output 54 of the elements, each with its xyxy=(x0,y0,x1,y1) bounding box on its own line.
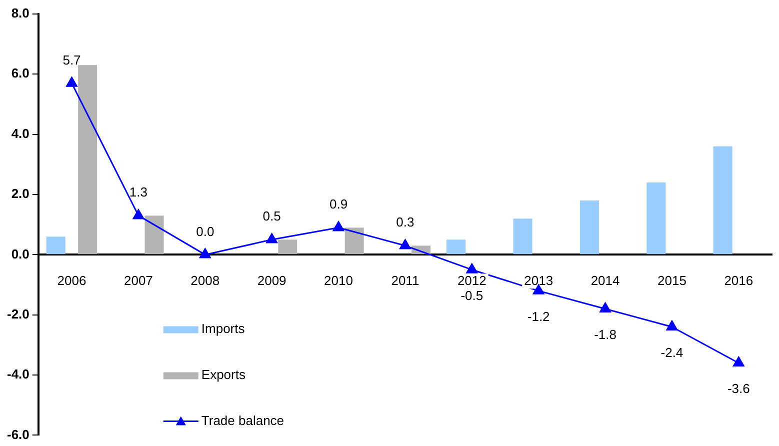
y-tick-label: 2.0 xyxy=(11,186,30,202)
x-tick-label: 2016 xyxy=(724,272,754,288)
data-label: -0.5 xyxy=(460,288,484,303)
point xyxy=(400,239,411,250)
data-label: -3.6 xyxy=(727,381,750,396)
point xyxy=(132,209,144,220)
x-tick-label: 2011 xyxy=(391,272,420,288)
data-label: -1.8 xyxy=(594,326,616,342)
y-tick-label: 0.0 xyxy=(11,246,30,262)
data-label: 0.0 xyxy=(196,224,214,239)
x-tick-label: 2014 xyxy=(590,272,620,288)
legend-label: Exports xyxy=(201,366,246,382)
legend-label: Trade balance xyxy=(201,412,284,428)
bar xyxy=(344,228,364,254)
x-tick-label: 2007 xyxy=(124,272,153,288)
point xyxy=(66,76,78,87)
data-label: 5.7 xyxy=(62,52,81,68)
data-label: 1.3 xyxy=(129,184,148,200)
y-tick-label: -6.0 xyxy=(6,426,30,442)
point xyxy=(666,320,678,330)
bar xyxy=(446,240,466,254)
legend-label: Imports xyxy=(201,320,246,336)
x-tick-label: 2010 xyxy=(324,272,353,288)
x-tick-label: 2006 xyxy=(57,272,86,288)
point xyxy=(332,221,344,232)
point xyxy=(533,284,544,294)
bar xyxy=(713,146,732,254)
x-tick-label: 2009 xyxy=(257,272,286,288)
bar xyxy=(513,218,532,254)
y-tick-label: 6.0 xyxy=(11,66,30,81)
point xyxy=(733,356,744,366)
bar xyxy=(46,236,66,254)
data-label: 0.5 xyxy=(262,208,281,224)
y-tick-label: 8.0 xyxy=(11,6,30,21)
x-tick-label: 2008 xyxy=(190,272,220,288)
bar xyxy=(646,182,666,254)
data-label: 0.3 xyxy=(396,214,414,230)
x-tick-label: 2012 xyxy=(457,272,486,288)
point xyxy=(266,233,278,244)
bar xyxy=(144,216,164,254)
y-tick-label: -4.0 xyxy=(6,366,30,382)
data-label: -1.2 xyxy=(527,308,550,324)
y-tick-label: -2.0 xyxy=(6,306,30,322)
bar xyxy=(78,65,98,254)
bar xyxy=(580,200,599,254)
data-label: 0.9 xyxy=(329,196,348,212)
point xyxy=(600,302,611,312)
point xyxy=(466,263,478,274)
x-tick-label: 2015 xyxy=(658,272,686,288)
x-tick-label: 2013 xyxy=(524,272,554,288)
point xyxy=(200,248,211,258)
data-label: -2.4 xyxy=(660,344,684,360)
bar xyxy=(278,240,298,254)
y-tick-label: 4.0 xyxy=(11,126,30,141)
